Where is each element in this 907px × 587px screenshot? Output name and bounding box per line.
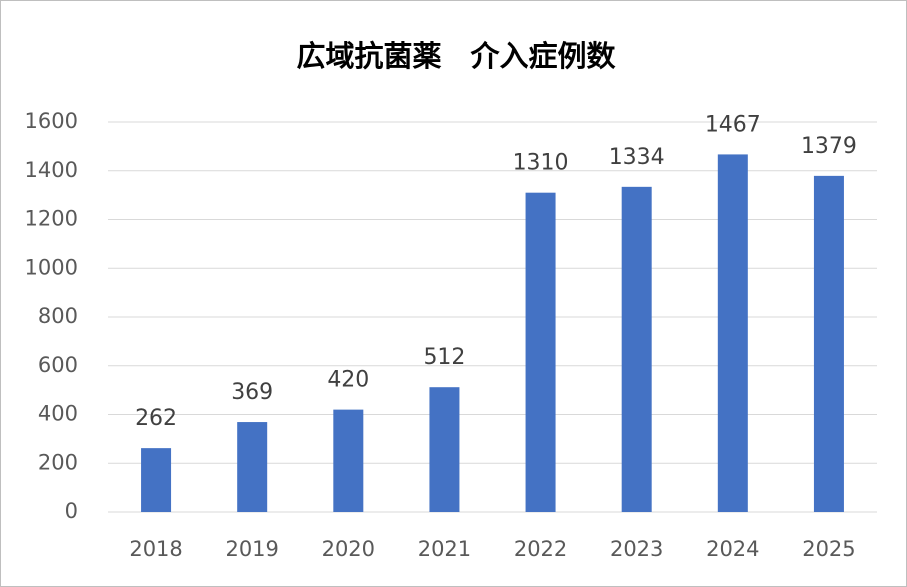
y-tick-label: 400: [38, 402, 78, 426]
y-tick-label: 800: [38, 304, 78, 328]
bar: [429, 387, 460, 512]
data-label: 512: [423, 345, 465, 370]
y-tick-label: 1400: [25, 158, 78, 182]
bar: [717, 154, 748, 512]
x-tick-label: 2023: [610, 537, 663, 561]
y-tick-label: 600: [38, 353, 78, 377]
x-tick-label: 2025: [802, 537, 855, 561]
bar: [813, 175, 844, 512]
y-tick-label: 1000: [25, 255, 78, 279]
x-tick-label: 2020: [322, 537, 375, 561]
bar: [237, 422, 268, 512]
y-tick-label: 0: [65, 499, 78, 523]
data-label: 1334: [609, 145, 665, 170]
x-tick-label: 2019: [225, 537, 278, 561]
chart-title: 広域抗菌薬 介入症例数: [296, 39, 616, 73]
data-label: 369: [231, 380, 273, 405]
data-label: 1467: [705, 112, 761, 137]
bar: [141, 448, 172, 512]
data-label: 1310: [513, 151, 569, 176]
x-tick-label: 2021: [418, 537, 471, 561]
y-tick-label: 200: [38, 450, 78, 474]
data-label: 1379: [801, 134, 857, 159]
bar: [333, 409, 364, 512]
x-tick-label: 2024: [706, 537, 759, 561]
y-tick-label: 1600: [25, 109, 78, 133]
x-tick-label: 2022: [514, 537, 567, 561]
y-tick-label: 1200: [25, 207, 78, 231]
bar: [621, 186, 652, 512]
data-label: 420: [327, 368, 369, 393]
bar: [525, 192, 556, 512]
x-tick-label: 2018: [129, 537, 182, 561]
data-label: 262: [135, 406, 177, 431]
